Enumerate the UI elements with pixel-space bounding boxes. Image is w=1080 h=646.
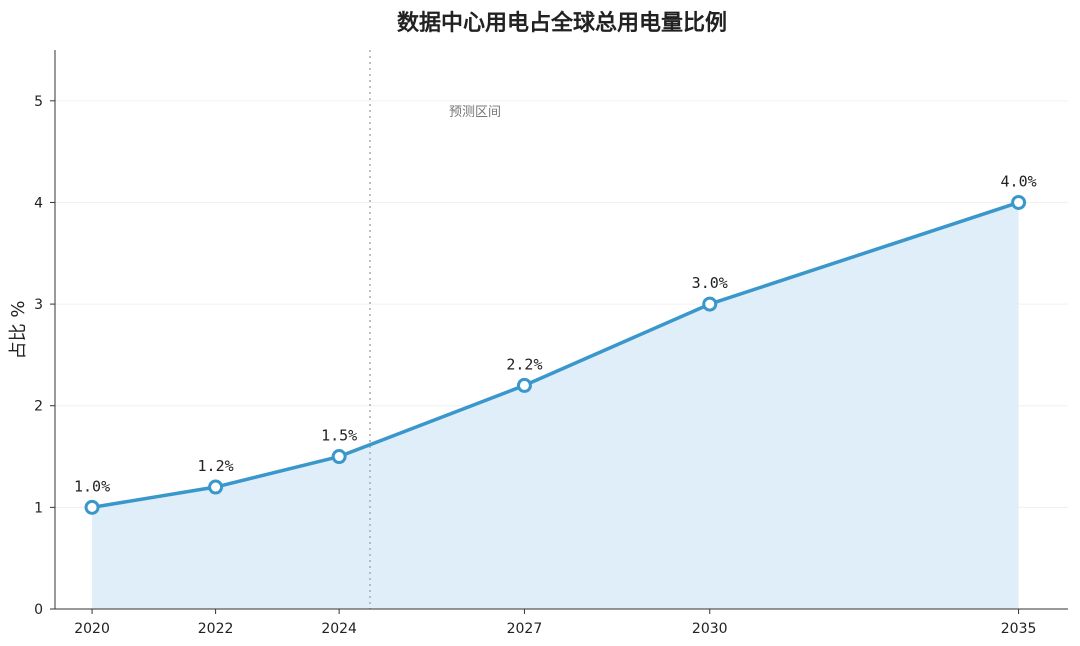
x-tick-label: 2024: [321, 621, 357, 637]
data-point: [84, 499, 100, 515]
y-tick-label: 1: [34, 500, 43, 516]
forecast-region-label: 预测区间: [449, 105, 501, 120]
data-points: [84, 194, 1027, 515]
data-label: 1.5%: [321, 427, 357, 445]
x-tick-label: 2020: [74, 621, 110, 637]
data-labels: 1.0% 1.2% 1.5% 2.2% 3.0% 4.0%: [74, 172, 1037, 495]
data-label: 1.2%: [198, 457, 234, 475]
axes: [54, 50, 1068, 610]
series-line: [91, 200, 1020, 510]
x-tick-label: 2030: [692, 621, 728, 637]
y-tick-label: 2: [34, 399, 43, 415]
x-tick-label: 2022: [198, 621, 234, 637]
data-label: 4.0%: [1001, 172, 1037, 190]
chart-title: 数据中心用电占全球总用电量比例: [397, 10, 727, 36]
x-tick-label: 2027: [507, 621, 543, 637]
x-axis-ticks: 2020 2022 2024 2027 2030 2035: [74, 609, 1036, 637]
area-fill: [92, 202, 1019, 610]
y-tick-label: 0: [34, 602, 43, 618]
data-label: 3.0%: [692, 274, 728, 292]
y-tick-label: 3: [34, 297, 43, 313]
data-point: [208, 479, 224, 495]
data-point: [1011, 194, 1027, 210]
y-tick-label: 5: [34, 94, 43, 110]
data-label: 2.2%: [506, 355, 542, 373]
y-axis-label: 占比 %: [8, 301, 29, 360]
y-axis-ticks: 0 1 2 3 4 5: [34, 94, 55, 618]
data-point: [331, 449, 347, 465]
y-tick-label: 4: [34, 195, 43, 211]
data-point: [702, 296, 718, 312]
x-tick-label: 2035: [1001, 621, 1037, 637]
data-label: 1.0%: [74, 477, 110, 495]
data-point: [516, 377, 532, 393]
